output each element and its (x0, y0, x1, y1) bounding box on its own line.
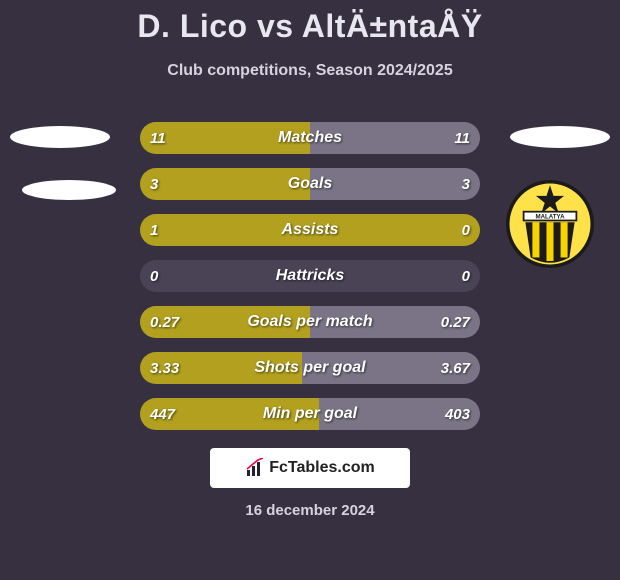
stat-value-right: 0 (462, 214, 470, 246)
stat-bars: Matches1111Goals33Assists10Hattricks00Go… (140, 122, 480, 444)
stat-value-left: 3.33 (150, 352, 179, 384)
stat-value-right: 3.67 (441, 352, 470, 384)
stat-row: Shots per goal3.333.67 (140, 352, 480, 384)
stat-bar-left (140, 168, 310, 200)
stat-row: Hattricks0 0 (140, 260, 480, 292)
stat-value-left: 0.27 (150, 306, 179, 338)
left-chip-2 (22, 180, 116, 200)
stat-row: Goals33 (140, 168, 480, 200)
brand-label: FcTables.com (269, 459, 375, 477)
stat-value-left: 0 (150, 260, 158, 292)
date-stamp: 16 december 2024 (0, 502, 620, 519)
stat-label: Hattricks (140, 260, 480, 292)
page-title: D. Lico vs AltÄ±ntaÅŸ (0, 8, 620, 45)
stat-value-right: 0.27 (441, 306, 470, 338)
club-badge-right: MALATYA (506, 180, 594, 268)
right-chip-1 (510, 126, 610, 148)
stat-value-left: 447 (150, 398, 175, 430)
brand-chart-icon (245, 458, 265, 478)
stat-value-right: 403 (445, 398, 470, 430)
brand-box: FcTables.com (210, 448, 410, 488)
page-subtitle: Club competitions, Season 2024/2025 (0, 62, 620, 80)
stat-value-left: 3 (150, 168, 158, 200)
left-chip-1 (10, 126, 110, 148)
stat-value-right: 11 (454, 122, 470, 154)
stat-row: Assists10 (140, 214, 480, 246)
stat-row: Matches1111 (140, 122, 480, 154)
stat-bar-right (310, 168, 480, 200)
stat-row: Min per goal447403 (140, 398, 480, 430)
stat-row: Goals per match0.270.27 (140, 306, 480, 338)
stat-value-left: 11 (150, 122, 166, 154)
stat-value-right: 0 (462, 260, 470, 292)
club-crest-icon: MALATYA (506, 180, 594, 268)
stat-value-right: 3 (462, 168, 470, 200)
stat-value-left: 1 (150, 214, 158, 246)
svg-text:MALATYA: MALATYA (535, 214, 565, 221)
stat-bar-left (140, 214, 480, 246)
